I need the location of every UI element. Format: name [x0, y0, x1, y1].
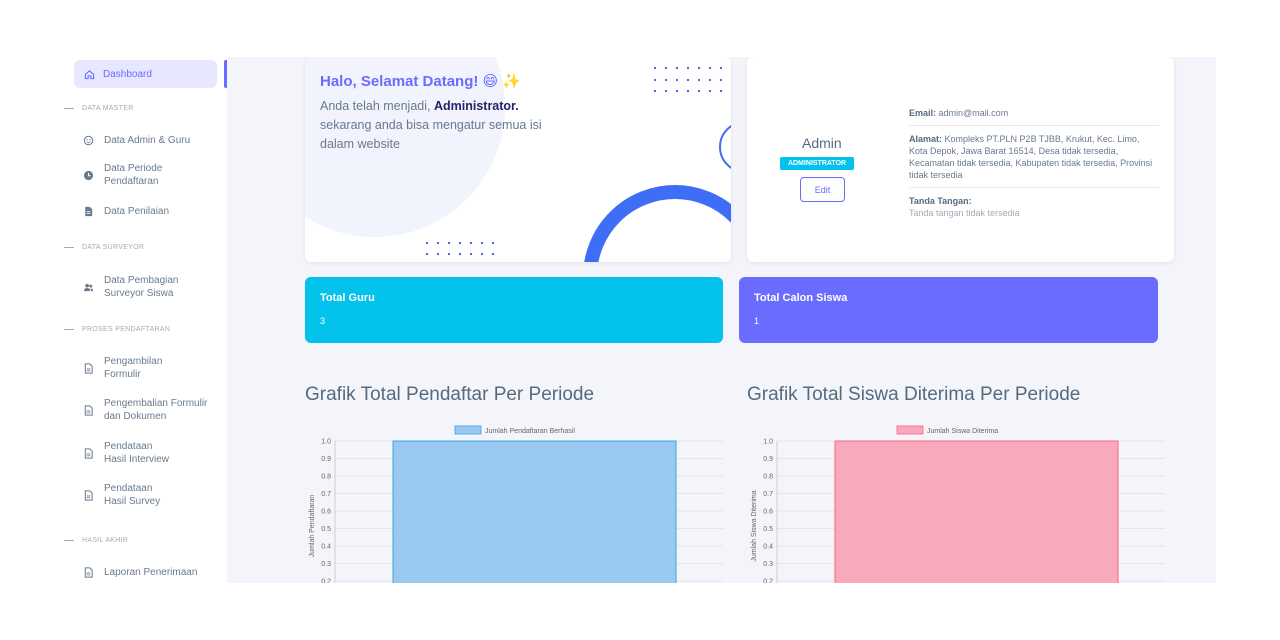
sidebar-item-label: Data Periode	[104, 163, 163, 174]
sidebar-item-label: Hasil Survey	[104, 496, 161, 507]
y-tick-label: 1.0	[321, 439, 331, 446]
y-tick-label: 0.6	[321, 509, 331, 516]
signature-row: Tanda Tangan: Tanda tangan tidak tersedia	[909, 196, 1020, 218]
legend-label: Jumlah Pendaftaran Berhasil	[485, 428, 575, 435]
chart-title-pendaftar: Grafik Total Pendaftar Per Periode	[305, 384, 595, 405]
y-tick-label: 0.8	[321, 474, 331, 481]
y-axis-label: Jumlah Siswa Diterima	[751, 490, 758, 561]
y-tick-label: 0.5	[763, 526, 773, 533]
y-tick-label: 0.3	[321, 561, 331, 568]
welcome-card: Halo, Selamat Datang! 😄 ✨ Anda telah men…	[305, 57, 731, 262]
role-badge: ADMINISTRATOR	[780, 157, 855, 170]
main-content: Halo, Selamat Datang! 😄 ✨ Anda telah men…	[227, 57, 1216, 583]
section-proses-pendaftaran: PROSES PENDAFTARAN	[64, 326, 170, 333]
users-icon	[83, 282, 94, 293]
email-row: Email: admin@mail.com	[909, 107, 1159, 126]
y-tick-label: 0.4	[763, 544, 773, 551]
sidebar-item-data-admin-guru[interactable]: Data Admin & Guru	[83, 134, 223, 147]
email-value: admin@mail.com	[938, 108, 1009, 118]
total-guru-value: 3	[320, 316, 326, 326]
sidebar-item-label: Pendataan	[104, 441, 153, 452]
bar	[834, 440, 1119, 583]
sidebar-item-data-pembagian-surveyor[interactable]: Data Pembagian Surveyor Siswa	[83, 274, 223, 300]
sidebar-item-label: Pengambilan	[104, 356, 163, 367]
home-icon	[84, 69, 95, 79]
sidebar-item-label: Formulir	[104, 369, 141, 380]
chart-pendaftar: Jumlah Pendaftaran Berhasil 1.0 0.9 0.8 0.7 0…	[309, 425, 723, 584]
sidebar-item-data-penilaian[interactable]: Data Penilaian	[83, 205, 223, 218]
y-tick-label: 0.8	[763, 474, 773, 481]
profile-details: Email: admin@mail.com Alamat: Kompleks P…	[909, 107, 1159, 232]
y-tick-label: 1.0	[763, 439, 773, 446]
chart-title-diterima: Grafik Total Siswa Diterima Per Periode	[747, 384, 1081, 405]
y-tick-label: 0.2	[763, 579, 773, 584]
sidebar-item-label: Pengembalian Formulir	[104, 398, 208, 409]
address-row: Alamat: Kompleks PT.PLN P2B TJBB, Krukut…	[909, 133, 1159, 188]
total-calon-siswa-value: 1	[754, 316, 760, 326]
chart-diterima: Jumlah Siswa Diterima 1.0 0.9 0.8 0.7 0.6 0.5 0…	[751, 425, 1165, 584]
profile-card: Admin ADMINISTRATOR Edit Email: admin@ma…	[747, 57, 1174, 262]
document-icon	[83, 206, 94, 217]
sidebar-item-label: Data Pembagian	[104, 275, 179, 286]
file-icon	[83, 567, 94, 578]
sidebar-item-label: Surveyor Siswa	[104, 288, 174, 299]
sidebar-item-pendataan-interview[interactable]: Pendataan Hasil Interview	[83, 440, 223, 466]
sidebar-item-pendataan-survey[interactable]: Pendataan Hasil Survey	[83, 482, 223, 508]
y-tick-label: 0.5	[321, 526, 331, 533]
legend-swatch	[896, 425, 924, 435]
decorative-illustration	[425, 66, 731, 262]
active-indicator	[224, 60, 227, 88]
sidebar-item-pengambilan-formulir[interactable]: Pengambilan Formulir	[83, 355, 223, 381]
sidebar-item-label: Hasil Interview	[104, 454, 170, 465]
file-icon	[83, 362, 94, 374]
profile-name: Admin	[802, 135, 842, 151]
total-guru-label: Total Guru	[320, 292, 375, 304]
address-value: Kompleks PT.PLN P2B TJBB, Krukut, Kec. L…	[909, 134, 1153, 180]
y-tick-label: 0.3	[763, 561, 773, 568]
section-data-surveyor: DATA SURVEYOR	[64, 244, 144, 251]
y-axis-label: Jumlah Pendaftaran	[309, 495, 316, 558]
sidebar-item-laporan-penerimaan[interactable]: Laporan Penerimaan	[83, 566, 223, 579]
file-icon	[83, 489, 94, 501]
sidebar-item-dashboard[interactable]: Dashboard	[74, 60, 217, 88]
smile-icon	[83, 135, 94, 146]
y-tick-label: 0.2	[321, 579, 331, 584]
sidebar-item-label: Pendataan	[104, 483, 153, 494]
sidebar: Dashboard DATA MASTER Data Admin & Guru …	[55, 57, 227, 583]
y-tick-label: 0.6	[763, 509, 773, 516]
sidebar-item-data-periode[interactable]: Data Periode Pendaftaran	[83, 162, 223, 188]
y-tick-label: 0.7	[763, 491, 773, 498]
file-icon	[83, 447, 94, 459]
legend-swatch	[454, 425, 482, 435]
sidebar-item-label: Pendaftaran	[104, 176, 159, 187]
app-frame: Dashboard DATA MASTER Data Admin & Guru …	[55, 57, 1216, 583]
total-calon-siswa-label: Total Calon Siswa	[754, 292, 848, 304]
total-calon-siswa-card: Total Calon Siswa 1	[739, 277, 1158, 343]
sidebar-item-label: Data Penilaian	[104, 206, 170, 217]
y-tick-label: 0.4	[321, 544, 331, 551]
legend-label: Jumlah Siswa Diterima	[927, 428, 998, 435]
sidebar-item-label: Laporan Penerimaan	[104, 567, 198, 578]
sidebar-item-label: Dashboard	[103, 68, 152, 80]
y-tick-label: 0.7	[321, 491, 331, 498]
y-tick-label: 0.9	[763, 456, 773, 463]
y-tick-label: 0.9	[321, 456, 331, 463]
total-guru-card: Total Guru 3	[305, 277, 723, 343]
file-icon	[83, 404, 94, 416]
signature-value: Tanda tangan tidak tersedia	[909, 208, 1020, 218]
sidebar-item-pengembalian-formulir[interactable]: Pengembalian Formulir dan Dokumen	[83, 397, 223, 423]
clock-icon	[83, 170, 94, 181]
sidebar-item-label: dan Dokumen	[104, 411, 167, 422]
sidebar-item-label: Data Admin & Guru	[104, 135, 191, 146]
section-data-master: DATA MASTER	[64, 105, 134, 112]
welcome-title: Halo, Selamat Datang! 😄 ✨	[320, 73, 522, 90]
bar	[392, 440, 677, 583]
section-hasil-akhir: HASIL AKHIR	[64, 537, 128, 544]
welcome-message: Anda telah menjadi, Administrator. sekar…	[320, 99, 542, 151]
edit-profile-button[interactable]: Edit	[800, 177, 845, 202]
